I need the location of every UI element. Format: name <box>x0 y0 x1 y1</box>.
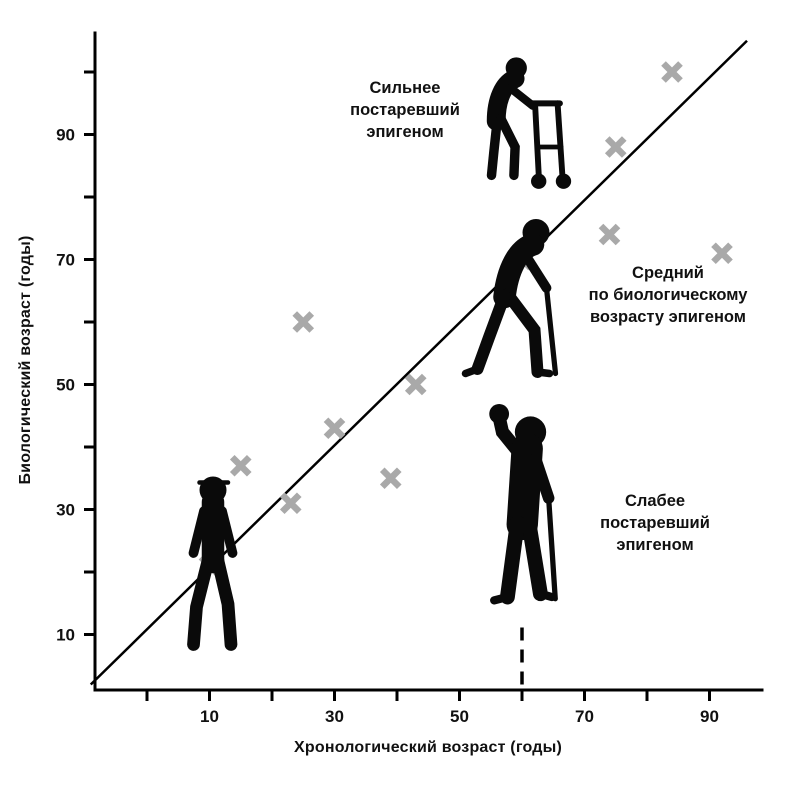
scatter-marker <box>661 61 683 83</box>
scatter-marker <box>598 223 621 246</box>
person-raising-fist-with-cane <box>489 404 555 600</box>
scatter-marker <box>292 311 315 333</box>
x-axis-title: Хронологический возраст (годы) <box>294 739 562 756</box>
scatter-marker <box>379 467 402 490</box>
elderly-person-with-cane <box>466 219 556 374</box>
x-tick-label: 70 <box>575 707 594 726</box>
axes-layer: 10 30 50 70 90 10 30 50 70 90 <box>56 31 764 726</box>
scatter-marker <box>404 373 427 396</box>
annotation-weaker-aged-epigenome: Слабее постаревший эпигеном <box>600 492 710 554</box>
scatter-marker <box>279 492 302 515</box>
y-tick-label: 70 <box>56 251 75 270</box>
y-axis-title: Биологический возраст (годы) <box>17 235 34 484</box>
annotation-average-aged-epigenome: Средний по биологическому возрасту эпигено… <box>589 264 749 326</box>
scatter-marker <box>711 242 733 265</box>
x-tick-label: 10 <box>200 707 219 726</box>
elderly-person-with-walker <box>492 57 572 189</box>
scatter-marker <box>323 417 346 440</box>
walking-person <box>194 477 233 645</box>
scatter-marker <box>229 454 252 477</box>
x-tick-label: 90 <box>700 707 719 726</box>
y-tick-label: 90 <box>56 126 75 145</box>
y-tick-label: 30 <box>56 501 75 520</box>
x-tick-label: 50 <box>450 707 469 726</box>
annotations-layer: Сильнее постаревший эпигеном Средний по биол… <box>350 79 748 554</box>
scatter-marker <box>604 136 627 158</box>
silhouette-figures-layer <box>194 57 572 644</box>
y-tick-label: 50 <box>56 376 75 395</box>
annotation-stronger-aged-epigenome: Сильнее постаревший эпигеном <box>350 79 460 141</box>
y-tick-label: 10 <box>56 626 75 645</box>
x-tick-label: 30 <box>325 707 344 726</box>
